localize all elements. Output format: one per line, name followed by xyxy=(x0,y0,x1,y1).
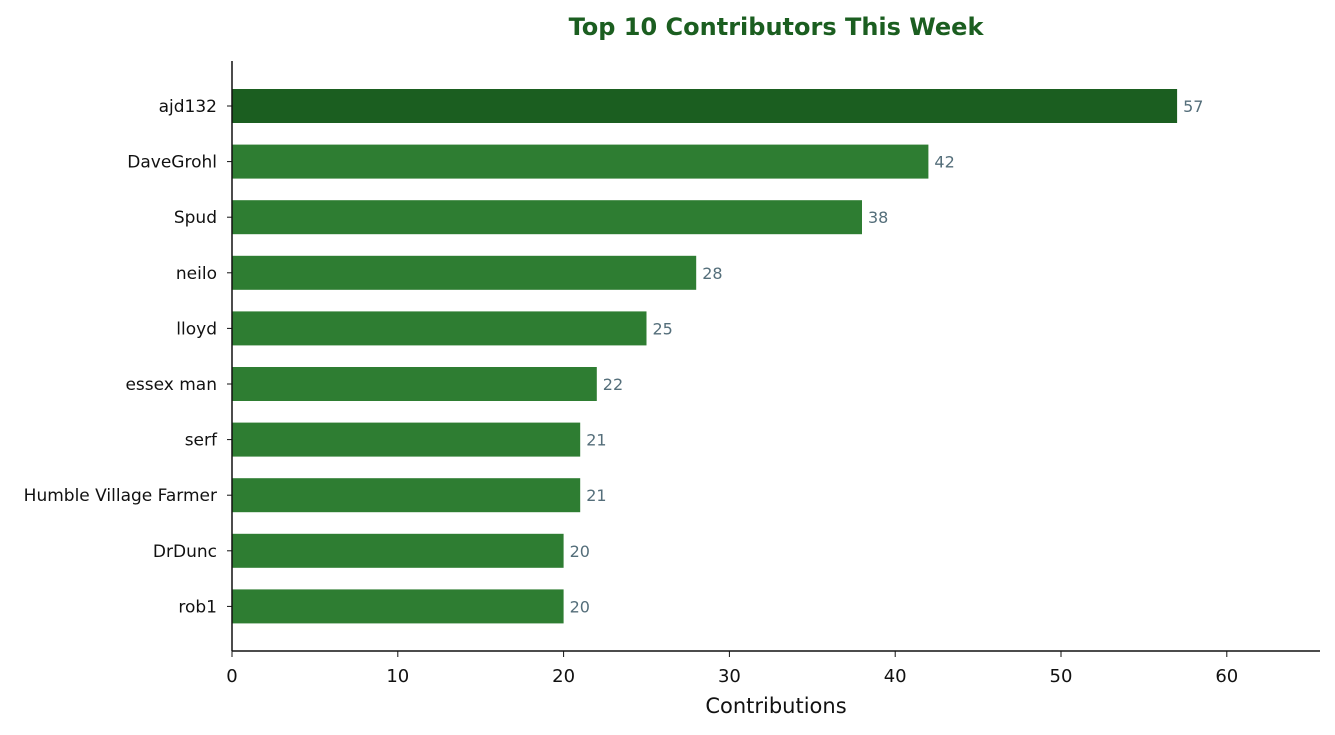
value-label: 38 xyxy=(868,208,888,227)
value-label: 21 xyxy=(586,431,606,450)
bar-neilo xyxy=(232,255,697,290)
bar-lloyd xyxy=(232,311,647,346)
bar-essex-man xyxy=(232,367,597,401)
x-tick-label: 40 xyxy=(884,666,907,687)
bar-drdunc xyxy=(232,533,564,568)
bar-spud xyxy=(232,200,862,235)
category-label: DrDunc xyxy=(153,542,217,562)
x-tick-label: 10 xyxy=(386,666,409,687)
bar-ajd132 xyxy=(232,89,1178,123)
category-label: neilo xyxy=(176,264,217,284)
y-axis: ajd132 DaveGrohl Spud neilo lloyd essex man se… xyxy=(24,61,233,651)
category-label: serf xyxy=(185,431,218,451)
value-label: 25 xyxy=(653,319,673,338)
x-axis-title: Contributions xyxy=(705,694,846,718)
value-label: 42 xyxy=(934,153,954,172)
category-label: Spud xyxy=(174,208,217,228)
category-label: Humble Village Farmer xyxy=(24,486,217,506)
category-label: ajd132 xyxy=(159,97,217,117)
value-label: 28 xyxy=(702,264,722,283)
category-label: rob1 xyxy=(178,597,217,617)
x-tick-label: 0 xyxy=(226,666,237,687)
x-axis: 0 10 20 30 40 50 60 xyxy=(226,650,1320,687)
bar-davegrohl xyxy=(232,144,929,179)
x-tick-label: 30 xyxy=(718,666,741,687)
x-tick-label: 60 xyxy=(1215,666,1238,687)
category-label: lloyd xyxy=(176,319,217,339)
category-label: DaveGrohl xyxy=(127,153,217,173)
value-label: 21 xyxy=(586,486,606,505)
bars-group xyxy=(232,89,1178,624)
value-label: 20 xyxy=(570,542,590,561)
bar-serf xyxy=(232,422,581,457)
bar-humble-village-farmer xyxy=(232,478,581,513)
value-label: 22 xyxy=(603,375,623,394)
value-label: 20 xyxy=(570,597,590,616)
bar-rob1 xyxy=(232,589,564,624)
chart-title: Top 10 Contributors This Week xyxy=(569,13,985,41)
x-tick-label: 20 xyxy=(552,666,575,687)
category-label: essex man xyxy=(125,375,217,395)
value-label: 57 xyxy=(1183,97,1203,116)
value-labels-group: 57 42 38 28 25 22 21 21 20 20 xyxy=(570,97,1204,616)
x-tick-label: 50 xyxy=(1050,666,1073,687)
